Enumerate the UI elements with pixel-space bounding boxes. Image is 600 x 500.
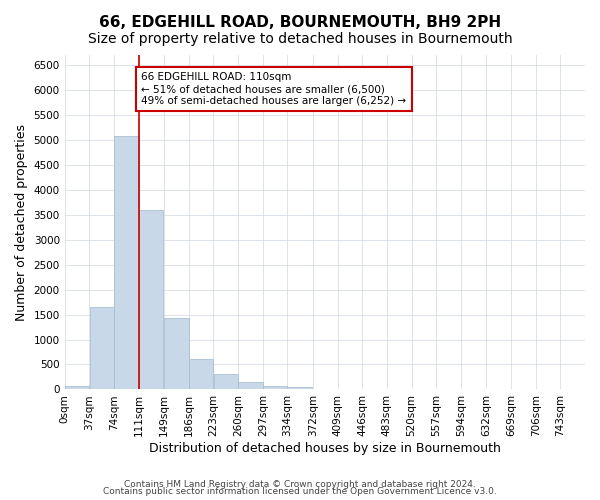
Text: Size of property relative to detached houses in Bournemouth: Size of property relative to detached ho… [88,32,512,46]
Text: 66, EDGEHILL ROAD, BOURNEMOUTH, BH9 2PH: 66, EDGEHILL ROAD, BOURNEMOUTH, BH9 2PH [99,15,501,30]
Text: Contains HM Land Registry data © Crown copyright and database right 2024.: Contains HM Land Registry data © Crown c… [124,480,476,489]
Bar [214,374,238,390]
Bar [164,318,188,390]
Bar [65,386,89,390]
Bar [89,307,114,390]
Y-axis label: Number of detached properties: Number of detached properties [15,124,28,320]
X-axis label: Distribution of detached houses by size in Bournemouth: Distribution of detached houses by size … [149,442,501,455]
Bar [189,359,213,390]
Text: 66 EDGEHILL ROAD: 110sqm
← 51% of detached houses are smaller (6,500)
49% of sem: 66 EDGEHILL ROAD: 110sqm ← 51% of detach… [142,72,407,106]
Bar [287,387,312,390]
Bar [114,136,139,390]
Bar [238,382,263,390]
Text: Contains public sector information licensed under the Open Government Licence v3: Contains public sector information licen… [103,487,497,496]
Bar [263,386,287,390]
Bar [139,210,163,390]
